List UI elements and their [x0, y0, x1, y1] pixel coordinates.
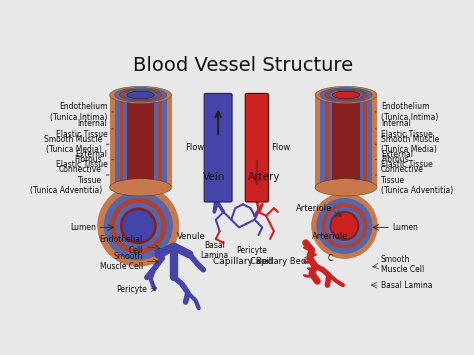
Text: Arteriole: Arteriole — [312, 232, 349, 241]
Text: Smooth Muscle
(Tunica Media): Smooth Muscle (Tunica Media) — [381, 135, 439, 154]
Ellipse shape — [320, 180, 372, 195]
Ellipse shape — [127, 184, 154, 191]
Text: Blood Vessel Structure: Blood Vessel Structure — [133, 56, 353, 76]
Text: Arteriole: Arteriole — [296, 204, 332, 213]
Text: Basal Lamina: Basal Lamina — [381, 281, 432, 290]
Circle shape — [326, 208, 363, 244]
Bar — [109, 95, 172, 187]
Circle shape — [330, 212, 359, 240]
Ellipse shape — [328, 90, 364, 100]
Text: Vein: Vein — [203, 172, 226, 182]
Ellipse shape — [315, 86, 377, 104]
Bar — [328, 95, 364, 187]
Bar — [315, 95, 377, 187]
Text: Internal
Elastic Tissue: Internal Elastic Tissue — [55, 119, 107, 138]
Ellipse shape — [332, 91, 360, 99]
Text: Flow: Flow — [185, 143, 204, 152]
Text: C: C — [328, 254, 333, 263]
Ellipse shape — [115, 180, 167, 195]
Text: External
Elastic Tissue: External Elastic Tissue — [381, 150, 433, 169]
Text: Capillary Bed: Capillary Bed — [213, 257, 273, 266]
Circle shape — [123, 211, 154, 241]
Text: Venule: Venule — [177, 232, 205, 241]
Bar — [119, 95, 162, 187]
Bar — [123, 95, 158, 187]
Ellipse shape — [127, 91, 154, 99]
Text: Fibrous
Connective
Tissue
(Tunica Adventitia): Fibrous Connective Tissue (Tunica Advent… — [29, 155, 102, 195]
Ellipse shape — [109, 86, 172, 104]
Ellipse shape — [127, 91, 154, 99]
Ellipse shape — [123, 182, 158, 192]
Text: Pericyte: Pericyte — [236, 246, 267, 255]
FancyBboxPatch shape — [245, 93, 268, 202]
Ellipse shape — [115, 88, 167, 102]
Text: Smooth
Muscle Cell: Smooth Muscle Cell — [100, 252, 143, 271]
Text: Smooth
Muscle Cell: Smooth Muscle Cell — [381, 255, 424, 274]
Bar — [332, 95, 360, 187]
Bar — [115, 95, 167, 187]
Bar — [320, 95, 372, 187]
Circle shape — [98, 186, 179, 266]
Circle shape — [332, 214, 356, 238]
Circle shape — [317, 199, 372, 253]
Ellipse shape — [325, 181, 367, 193]
Text: Lumen: Lumen — [392, 223, 419, 232]
Ellipse shape — [320, 88, 372, 102]
Text: Endothelium
(Tunica Intima): Endothelium (Tunica Intima) — [50, 102, 107, 122]
Circle shape — [116, 203, 161, 248]
Circle shape — [120, 208, 156, 244]
Text: Capillary Bed: Capillary Bed — [250, 257, 306, 266]
Ellipse shape — [123, 90, 158, 100]
Circle shape — [322, 204, 366, 248]
Text: Flow: Flow — [271, 143, 290, 152]
Ellipse shape — [109, 179, 172, 196]
Text: Artery: Artery — [248, 172, 281, 182]
Circle shape — [111, 199, 166, 253]
Text: Fibrous
Connective
Tissue
(Tunica Adventitia): Fibrous Connective Tissue (Tunica Advent… — [381, 155, 453, 195]
Circle shape — [312, 193, 377, 258]
Ellipse shape — [119, 181, 162, 193]
Circle shape — [104, 192, 172, 260]
Ellipse shape — [119, 89, 162, 101]
FancyBboxPatch shape — [204, 93, 232, 202]
Bar — [325, 95, 367, 187]
Ellipse shape — [315, 179, 377, 196]
Ellipse shape — [325, 89, 367, 101]
Text: Endothelium
(Tunica Intima): Endothelium (Tunica Intima) — [381, 102, 438, 122]
Text: Basal
Lamina: Basal Lamina — [200, 241, 228, 260]
Ellipse shape — [328, 182, 364, 192]
Text: Smooth Muscle
(Tunica Media): Smooth Muscle (Tunica Media) — [44, 135, 102, 154]
Text: Endothelial
Cell: Endothelial Cell — [100, 235, 143, 255]
Text: Pericyte: Pericyte — [116, 284, 147, 294]
Text: External
Elastic Tissue: External Elastic Tissue — [55, 150, 107, 169]
Ellipse shape — [332, 184, 360, 191]
Text: Internal
Elastic Tissue: Internal Elastic Tissue — [381, 119, 433, 138]
Text: Lumen: Lumen — [70, 223, 96, 232]
Bar — [127, 95, 154, 187]
Ellipse shape — [332, 91, 360, 99]
